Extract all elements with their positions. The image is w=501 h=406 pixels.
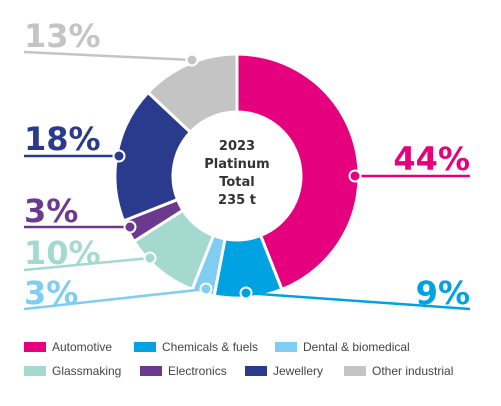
legend-label: Other industrial <box>372 364 454 378</box>
legend-swatch <box>24 366 46 376</box>
center-label-line-1: 2023 <box>219 139 255 154</box>
percent-label-jewellery: 18% <box>24 120 101 158</box>
leader-dot-electronics <box>123 220 137 234</box>
center-label-line-3: Total <box>219 175 255 190</box>
legend-swatch <box>140 366 162 376</box>
legend-label: Dental & biomedical <box>303 340 410 354</box>
legend-label: Electronics <box>168 364 227 378</box>
percent-label-chemicals-fuels: 9% <box>416 274 470 312</box>
legend-label: Automotive <box>52 340 113 354</box>
percent-label-other-industrial: 13% <box>24 17 101 55</box>
slice-other-industrial <box>145 52 239 135</box>
legend-swatch <box>24 342 46 352</box>
legend-item-other-industrial: Other industrial <box>344 363 453 379</box>
percent-label-electronics: 3% <box>24 192 78 230</box>
donut-chart: 44%9%3%10%3%18%13% 2023 Platinum Total 2… <box>23 17 471 312</box>
legend-swatch <box>344 366 366 376</box>
leader-dot-chemicals-fuels <box>239 286 253 300</box>
legend-label: Jewellery <box>273 364 324 378</box>
leader-dot-glassmaking <box>143 251 157 265</box>
leader-dot-automotive <box>348 169 362 183</box>
legend-item-automotive: Automotive <box>24 339 112 355</box>
leader-dot-other-industrial <box>185 53 199 67</box>
percent-label-glassmaking: 10% <box>24 234 101 272</box>
legend-swatch <box>245 366 267 376</box>
leader-lines-group <box>23 50 471 311</box>
legend-label: Chemicals & fuels <box>162 340 259 354</box>
legend-item-glassmaking: Glassmaking <box>24 363 121 379</box>
leader-line-dental-biomedical <box>23 287 207 311</box>
legend-swatch <box>134 342 156 352</box>
legend-swatch <box>275 342 297 352</box>
legend-label: Glassmaking <box>52 364 122 378</box>
center-label-line-4: 235 t <box>218 193 256 208</box>
leader-dot-dental-biomedical <box>199 282 213 296</box>
percent-label-automotive: 44% <box>393 140 470 178</box>
legend-item-dental-biomedical: Dental & biomedical <box>275 339 410 355</box>
leader-line-chemicals-fuels <box>245 291 471 311</box>
legend-item-jewellery: Jewellery <box>245 363 323 379</box>
slice-automotive <box>235 52 361 292</box>
percent-label-dental-biomedical: 3% <box>24 274 78 312</box>
leader-line-other-industrial <box>23 50 193 62</box>
center-label-line-2: Platinum <box>204 157 269 172</box>
percent-labels-group: 44%9%3%10%3%18%13% <box>24 17 470 312</box>
legend-item-electronics: Electronics <box>140 363 227 379</box>
legend-item-chemicals-fuels: Chemicals & fuels <box>134 339 258 355</box>
leader-line-glassmaking <box>23 256 151 272</box>
slices-group <box>113 52 361 300</box>
leader-dot-jewellery <box>112 149 126 163</box>
center-label-group: 2023 Platinum Total 235 t <box>204 139 269 208</box>
